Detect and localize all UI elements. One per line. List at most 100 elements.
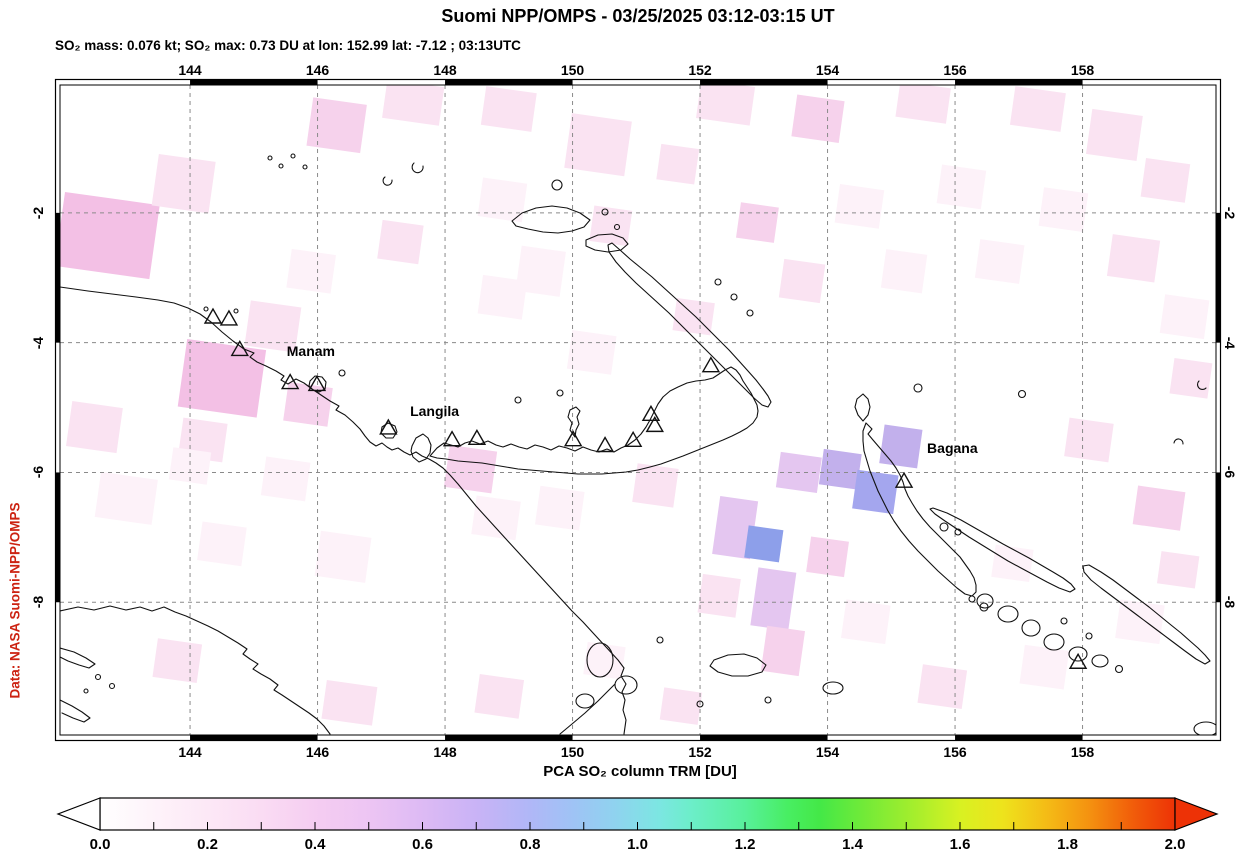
coastline-new-georgia	[1021, 619, 1041, 637]
coastline-papuan-tail	[559, 683, 616, 735]
so2-patch-cell	[852, 469, 899, 515]
frame-band-segment	[955, 735, 1083, 741]
so2-patch-cell	[744, 525, 784, 563]
islet-arc	[382, 176, 393, 186]
colorbar-underflow-arrow	[56, 797, 101, 831]
islet	[613, 223, 621, 231]
so2-patch-cell	[1159, 294, 1210, 340]
islet	[764, 696, 772, 704]
volcano-marker	[641, 404, 661, 422]
coastline-buka	[854, 393, 871, 422]
islet	[94, 673, 102, 681]
islet	[556, 389, 564, 397]
so2-patch-cell	[736, 202, 779, 243]
islet	[290, 153, 296, 159]
so2-patch-cell	[750, 567, 797, 631]
islet	[696, 700, 704, 708]
so2-patch-cell	[283, 381, 333, 427]
so2-stats-subtitle: SO₂ mass: 0.076 kt; SO₂ max: 0.73 DU at …	[55, 38, 521, 53]
so2-patch-cell	[840, 599, 891, 645]
so2-patch-cell	[244, 300, 302, 353]
coastline-png-north	[60, 286, 627, 735]
frame-band-segment	[700, 79, 828, 85]
coastline-normanby	[575, 693, 595, 709]
islet	[601, 208, 609, 216]
so2-patch-cell	[471, 495, 521, 541]
volcano-marker	[595, 436, 615, 453]
page-title: Suomi NPP/OMPS - 03/25/2025 03:12-03:15 …	[441, 6, 835, 26]
so2-patch-cell	[778, 258, 826, 304]
so2-patch-cell	[477, 177, 528, 223]
coastline-fly-delta-2	[60, 699, 91, 723]
colorbar	[56, 797, 1219, 831]
so2-patch-cell	[936, 164, 987, 210]
coastline-new-hanover	[585, 233, 629, 253]
volcano-marker	[203, 307, 223, 324]
so2-patch-cell	[1019, 644, 1070, 690]
islet-arc	[411, 162, 424, 174]
so2-patch-cell	[659, 687, 703, 725]
coastline-new-georgia	[1091, 654, 1109, 668]
so2-patch-cell	[152, 638, 203, 684]
so2-patch-cell	[1169, 358, 1213, 399]
coastline-woodlark	[822, 681, 844, 695]
so2-patch-cell	[1115, 599, 1165, 645]
volcano-marker	[307, 375, 327, 392]
so2-patch-cell	[880, 249, 928, 294]
so2-patch-cell	[60, 191, 160, 280]
volcano-marker	[894, 471, 914, 488]
volcano-marker	[701, 356, 721, 373]
so2-patch-cell	[377, 219, 424, 265]
so2-patch-cell	[1009, 86, 1066, 132]
islet	[1017, 389, 1027, 399]
frame-band-segment	[955, 79, 1083, 85]
volcano-marker	[280, 373, 300, 390]
so2-patch-cell	[564, 113, 632, 177]
coastline-new-georgia	[976, 593, 994, 609]
so2-patch-cell	[534, 485, 585, 531]
so2-patch-cell	[1038, 187, 1089, 232]
so2-patch-cell	[760, 625, 806, 677]
so2-patch-cell	[443, 444, 498, 494]
islet	[338, 369, 346, 377]
so2-patch-cell	[197, 521, 247, 567]
volcano-marker	[563, 430, 583, 447]
volcano-marker	[219, 309, 239, 326]
so2-patch-cell	[306, 97, 367, 154]
frame-band-segment	[190, 79, 318, 85]
volcano-marker	[623, 430, 643, 448]
colorbar-title: PCA SO₂ column TRM [DU]	[543, 763, 737, 780]
frame-band-segment	[55, 472, 60, 603]
coastline-fergusson	[614, 675, 638, 695]
islet	[267, 155, 273, 161]
so2-patch-cell	[314, 530, 372, 583]
so2-patch-layer	[60, 85, 1213, 726]
islet	[714, 278, 722, 286]
colorbar-overflow-arrow	[1174, 797, 1219, 831]
so2-patch-cell	[589, 205, 633, 247]
frame-band-segment	[445, 735, 573, 741]
so2-patch-cell	[583, 641, 626, 680]
so2-patch-cell	[791, 94, 845, 143]
frame-band-segment	[700, 735, 828, 741]
islet-arc	[1197, 380, 1207, 390]
so2-patch-cell	[515, 245, 566, 297]
volcano-markers	[203, 307, 1088, 669]
volcano-marker	[1068, 652, 1088, 669]
so2-patch-cell	[696, 85, 756, 126]
so2-patch-cell	[474, 673, 525, 719]
islet	[656, 636, 664, 644]
coastline-santa-isabel	[1082, 564, 1211, 665]
graticule-layer	[60, 85, 1216, 735]
islet	[551, 179, 563, 191]
coastline-new-georgia	[1068, 646, 1088, 662]
islet-arc	[1173, 438, 1184, 445]
coastline-new-ireland	[607, 242, 772, 408]
so2-patch-cell	[806, 536, 849, 578]
so2-patch-cell	[834, 183, 885, 229]
frame-band-segment	[445, 79, 573, 85]
so2-patch-cell	[168, 447, 212, 485]
islet	[913, 383, 923, 393]
frame-band-segment	[1216, 472, 1221, 603]
so2-patch-cell	[286, 248, 336, 294]
